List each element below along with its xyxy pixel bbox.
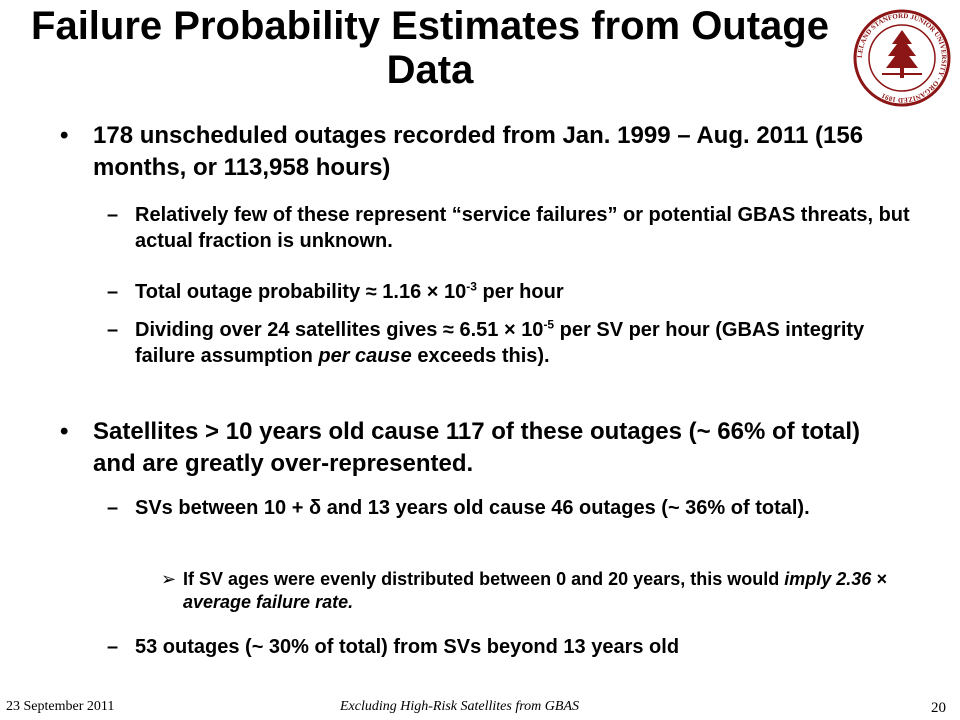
arrow-bullet-icon: ➢ [161,569,177,589]
approx-symbol: ≈ [365,281,377,303]
page-number: 20 [931,700,946,716]
stanford-seal-logo: LELAND STANFORD JUNIOR UNIVERSITY · ORGA… [853,9,951,107]
slide-title: Failure Probability Estimates from Outag… [31,4,829,92]
delta-symbol: δ [308,497,322,519]
footer-date: 23 September 2011 [6,699,115,714]
footer-presentation-title: Excluding High-Risk Satellites from GBAS [340,699,579,714]
approx-symbol: ≈ [442,319,454,341]
